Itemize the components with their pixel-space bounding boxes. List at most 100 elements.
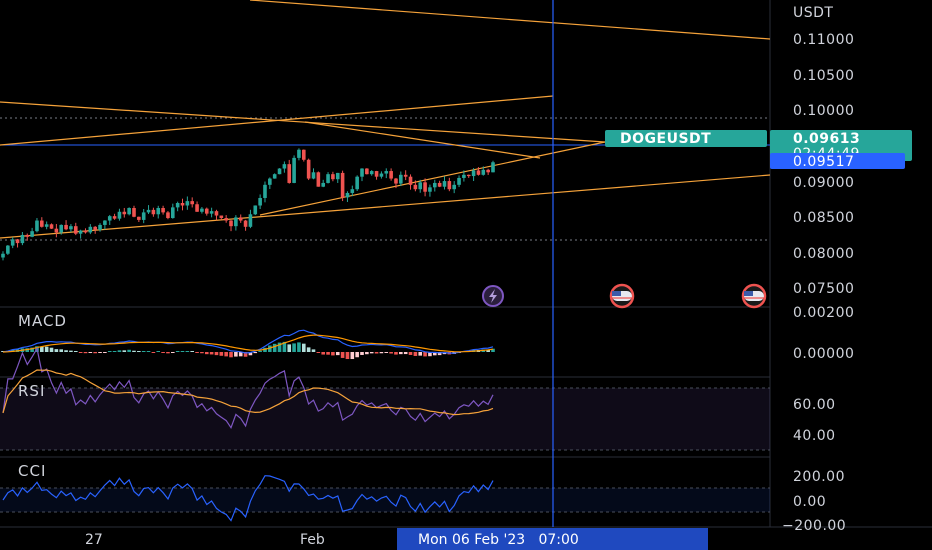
macd-histogram-bar: [224, 352, 228, 357]
candle: [331, 174, 335, 180]
macd-histogram-bar: [30, 347, 34, 352]
candle: [78, 230, 83, 234]
macd-histogram-bar: [268, 345, 272, 352]
us-flag-event-icon[interactable]: [609, 283, 635, 309]
candle: [263, 184, 267, 198]
macd-histogram-bar: [287, 344, 292, 352]
macd-histogram-bar: [166, 352, 170, 354]
cci-title: CCI: [18, 462, 46, 480]
macd-histogram-bar: [88, 352, 93, 353]
blue-price-value: 0.09517: [793, 154, 854, 170]
macd-histogram-bar: [117, 350, 122, 352]
cci-line: [2, 475, 494, 522]
macd-histogram-bar: [200, 352, 204, 354]
macd-histogram-bar: [190, 351, 195, 352]
candle: [306, 159, 311, 179]
macd-histogram-bar: [175, 351, 180, 352]
rsi-tick: 40.00: [793, 428, 836, 444]
macd-histogram-bar: [98, 352, 102, 353]
price-axis[interactable]: USDT 0.11000 0.10500 0.10000 0.09000 0.0…: [793, 5, 854, 297]
candle: [287, 164, 292, 183]
candle: [83, 230, 88, 233]
candle: [466, 174, 471, 177]
macd-histogram-bar: [379, 352, 384, 354]
candle: [175, 202, 180, 208]
macd-histogram-bar: [195, 352, 199, 353]
macd-histogram-bar: [234, 352, 238, 357]
candle: [268, 178, 272, 185]
trendline-descending: [0, 101, 606, 143]
macd-histogram-bar: [437, 352, 442, 356]
candle: [432, 182, 437, 188]
macd-histogram-bar: [311, 349, 316, 352]
candle: [93, 226, 97, 230]
price-tick: 0.10000: [793, 103, 854, 119]
candle: [30, 231, 34, 237]
macd-histogram-bar: [418, 352, 423, 356]
candle: [49, 224, 54, 229]
us-flag-event-icon[interactable]: [741, 283, 767, 309]
macd-tick: 0.00200: [793, 305, 854, 321]
macd-histogram-bar: [54, 349, 59, 352]
macd-histogram-bar: [345, 352, 350, 360]
candle: [491, 162, 495, 173]
candle: [209, 211, 214, 214]
macd-group: [1, 329, 495, 360]
candle: [20, 234, 25, 244]
macd-histogram-bar: [272, 343, 277, 352]
macd-histogram-bar: [408, 352, 413, 355]
macd-histogram-bar: [340, 352, 345, 358]
macd-tick: 0.00000: [793, 346, 854, 362]
macd-histogram-bar: [306, 347, 311, 352]
candle: [204, 208, 209, 214]
macd-histogram-bar: [214, 352, 219, 356]
candle: [54, 228, 59, 233]
macd-line: [2, 329, 494, 354]
macd-histogram-bar: [204, 352, 209, 355]
candle: [103, 220, 107, 225]
time-tick: Feb: [300, 532, 325, 548]
event-lightning-icon[interactable]: [482, 285, 504, 307]
candle: [374, 171, 379, 177]
cci-band: [0, 488, 770, 512]
macd-histogram-bar: [374, 352, 379, 354]
candle: [25, 234, 30, 237]
trendlines[interactable]: [0, 0, 771, 239]
blue-price-tag[interactable]: 0.09517: [770, 153, 905, 170]
candle: [219, 215, 224, 219]
macd-histogram-bar: [59, 349, 64, 352]
candle: [297, 149, 301, 158]
candle: [64, 224, 68, 230]
candle: [442, 181, 447, 187]
macd-histogram-bar: [161, 352, 165, 353]
macd-histogram-bar: [331, 352, 335, 356]
candle: [69, 226, 73, 230]
macd-histogram-bar: [185, 351, 190, 352]
price-tick: 0.08000: [793, 246, 854, 262]
candle: [471, 170, 476, 177]
macd-histogram-bar: [112, 351, 117, 352]
time-axis[interactable]: 27 Feb Mon 06 Feb '23 07:00: [85, 528, 708, 550]
candle: [369, 171, 374, 175]
candle: [360, 168, 364, 177]
candle: [185, 201, 190, 206]
macd-histogram-bar: [491, 348, 495, 352]
macd-histogram-bar: [127, 349, 131, 352]
candle: [127, 208, 131, 215]
macd-histogram-bar: [389, 352, 393, 354]
candle: [132, 208, 136, 217]
candle: [166, 212, 170, 219]
candle: [258, 197, 262, 206]
candle: [462, 174, 466, 178]
macd-histogram-bar: [365, 352, 369, 355]
price-tick: 0.10500: [793, 68, 854, 84]
symbol-label-tag[interactable]: DOGEUSDT: [605, 130, 767, 147]
cci-tick: −200.00: [782, 518, 846, 534]
macd-histogram-bar: [25, 348, 30, 352]
candle: [301, 149, 306, 160]
candle: [1, 253, 5, 258]
macd-histogram-bar: [335, 352, 340, 356]
currency-label: USDT: [793, 5, 833, 21]
macd-histogram-bar: [73, 351, 78, 352]
